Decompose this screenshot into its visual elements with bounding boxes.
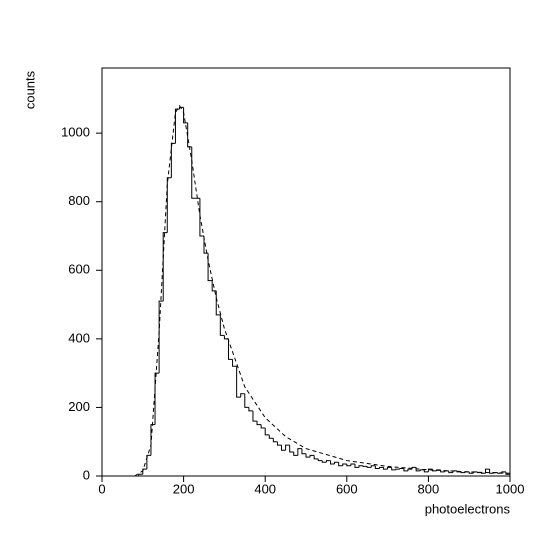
histogram-bin	[142, 468, 147, 475]
histogram-bin	[378, 466, 384, 469]
y-tick-label: 800	[68, 193, 90, 208]
histogram-bin	[150, 424, 156, 456]
histogram-bin	[489, 469, 494, 474]
histogram-bin	[329, 460, 335, 465]
histogram-bin	[223, 335, 229, 340]
histogram-bin	[219, 314, 225, 336]
histogram-bin	[154, 372, 160, 425]
histogram-bin	[395, 468, 400, 470]
histogram-bin	[313, 455, 319, 460]
histogram-bin	[407, 468, 413, 471]
x-tick-label: 800	[418, 481, 440, 496]
histogram-bin	[260, 424, 266, 429]
plot-frame	[101, 67, 511, 477]
x-tick-label: 200	[173, 481, 195, 496]
histogram-bin	[419, 469, 425, 471]
histogram-bin	[248, 407, 253, 412]
histogram-bin	[236, 366, 241, 398]
histogram-bin	[423, 469, 429, 473]
histogram-bin	[317, 458, 323, 462]
histogram-bin	[362, 465, 368, 467]
histogram-bin	[403, 468, 408, 472]
histogram-bin	[366, 466, 372, 468]
histogram-bin	[399, 467, 404, 470]
histogram-bin	[440, 469, 445, 473]
x-tick-label: 1000	[496, 481, 525, 496]
histogram-bin	[191, 146, 196, 199]
x-tick-label: 0	[98, 481, 105, 496]
y-tick-label: 200	[68, 399, 90, 414]
histogram-bin	[166, 177, 172, 233]
histogram-bin	[448, 470, 453, 474]
histogram-bin	[370, 465, 376, 468]
histogram-bin	[207, 253, 213, 282]
histogram-bin	[301, 448, 306, 455]
histogram-bin	[305, 453, 311, 458]
histogram-bin	[162, 232, 168, 302]
histogram-bin	[427, 468, 433, 472]
histogram-bin	[289, 445, 294, 453]
y-tick-label: 400	[68, 330, 90, 345]
histogram-bin	[211, 280, 217, 292]
histogram-bin	[285, 444, 290, 451]
y-tick-label: 1000	[61, 125, 90, 140]
histogram-bin	[309, 454, 315, 458]
histogram-bin	[281, 445, 286, 451]
histogram-bin	[391, 467, 396, 471]
y-tick-label: 600	[68, 262, 90, 277]
histogram-bin	[358, 465, 364, 468]
histogram-bin	[354, 464, 360, 468]
histogram-bin	[297, 448, 302, 456]
x-tick-label: 400	[254, 481, 276, 496]
y-tick-label: 0	[83, 467, 90, 482]
histogram-bin	[460, 471, 466, 474]
histogram-bin	[505, 471, 510, 475]
histogram-bin	[179, 106, 184, 110]
histogram-bin	[268, 434, 274, 439]
histogram-bin	[232, 359, 237, 367]
fit-curve	[134, 104, 511, 477]
histogram-bin	[244, 393, 249, 408]
histogram-bin	[374, 465, 380, 469]
histogram-bin	[187, 122, 192, 148]
histogram-bin	[342, 463, 347, 466]
histogram-bin	[293, 452, 298, 456]
histogram-bin	[346, 464, 351, 467]
histogram-bin	[227, 338, 233, 360]
y-axis-label: counts	[22, 70, 37, 109]
histogram-bin	[468, 471, 474, 474]
histogram-bin	[272, 438, 278, 443]
histogram-bin	[276, 441, 282, 446]
x-tick-label: 600	[336, 481, 358, 496]
histogram-bin	[325, 460, 331, 463]
histogram-bin	[199, 198, 204, 237]
histogram-bin	[387, 466, 392, 470]
histogram-bin	[485, 468, 490, 474]
x-axis-label: photoelectrons	[425, 501, 511, 516]
histogram-bin	[240, 393, 245, 398]
histogram-bin	[252, 410, 258, 422]
histogram-bin	[480, 472, 486, 474]
histogram-bin	[264, 428, 270, 436]
histogram-bin	[350, 463, 355, 466]
histogram-bin	[321, 460, 327, 463]
histogram-bin	[170, 142, 176, 178]
histogram-bin	[138, 473, 143, 476]
histogram-bin	[256, 421, 262, 426]
histogram-bin	[334, 461, 339, 464]
histogram-bin	[174, 108, 180, 144]
histogram-bin	[338, 462, 343, 467]
histogram-bin	[158, 300, 164, 374]
histogram-bin	[146, 454, 151, 470]
histogram-bin	[383, 467, 388, 470]
